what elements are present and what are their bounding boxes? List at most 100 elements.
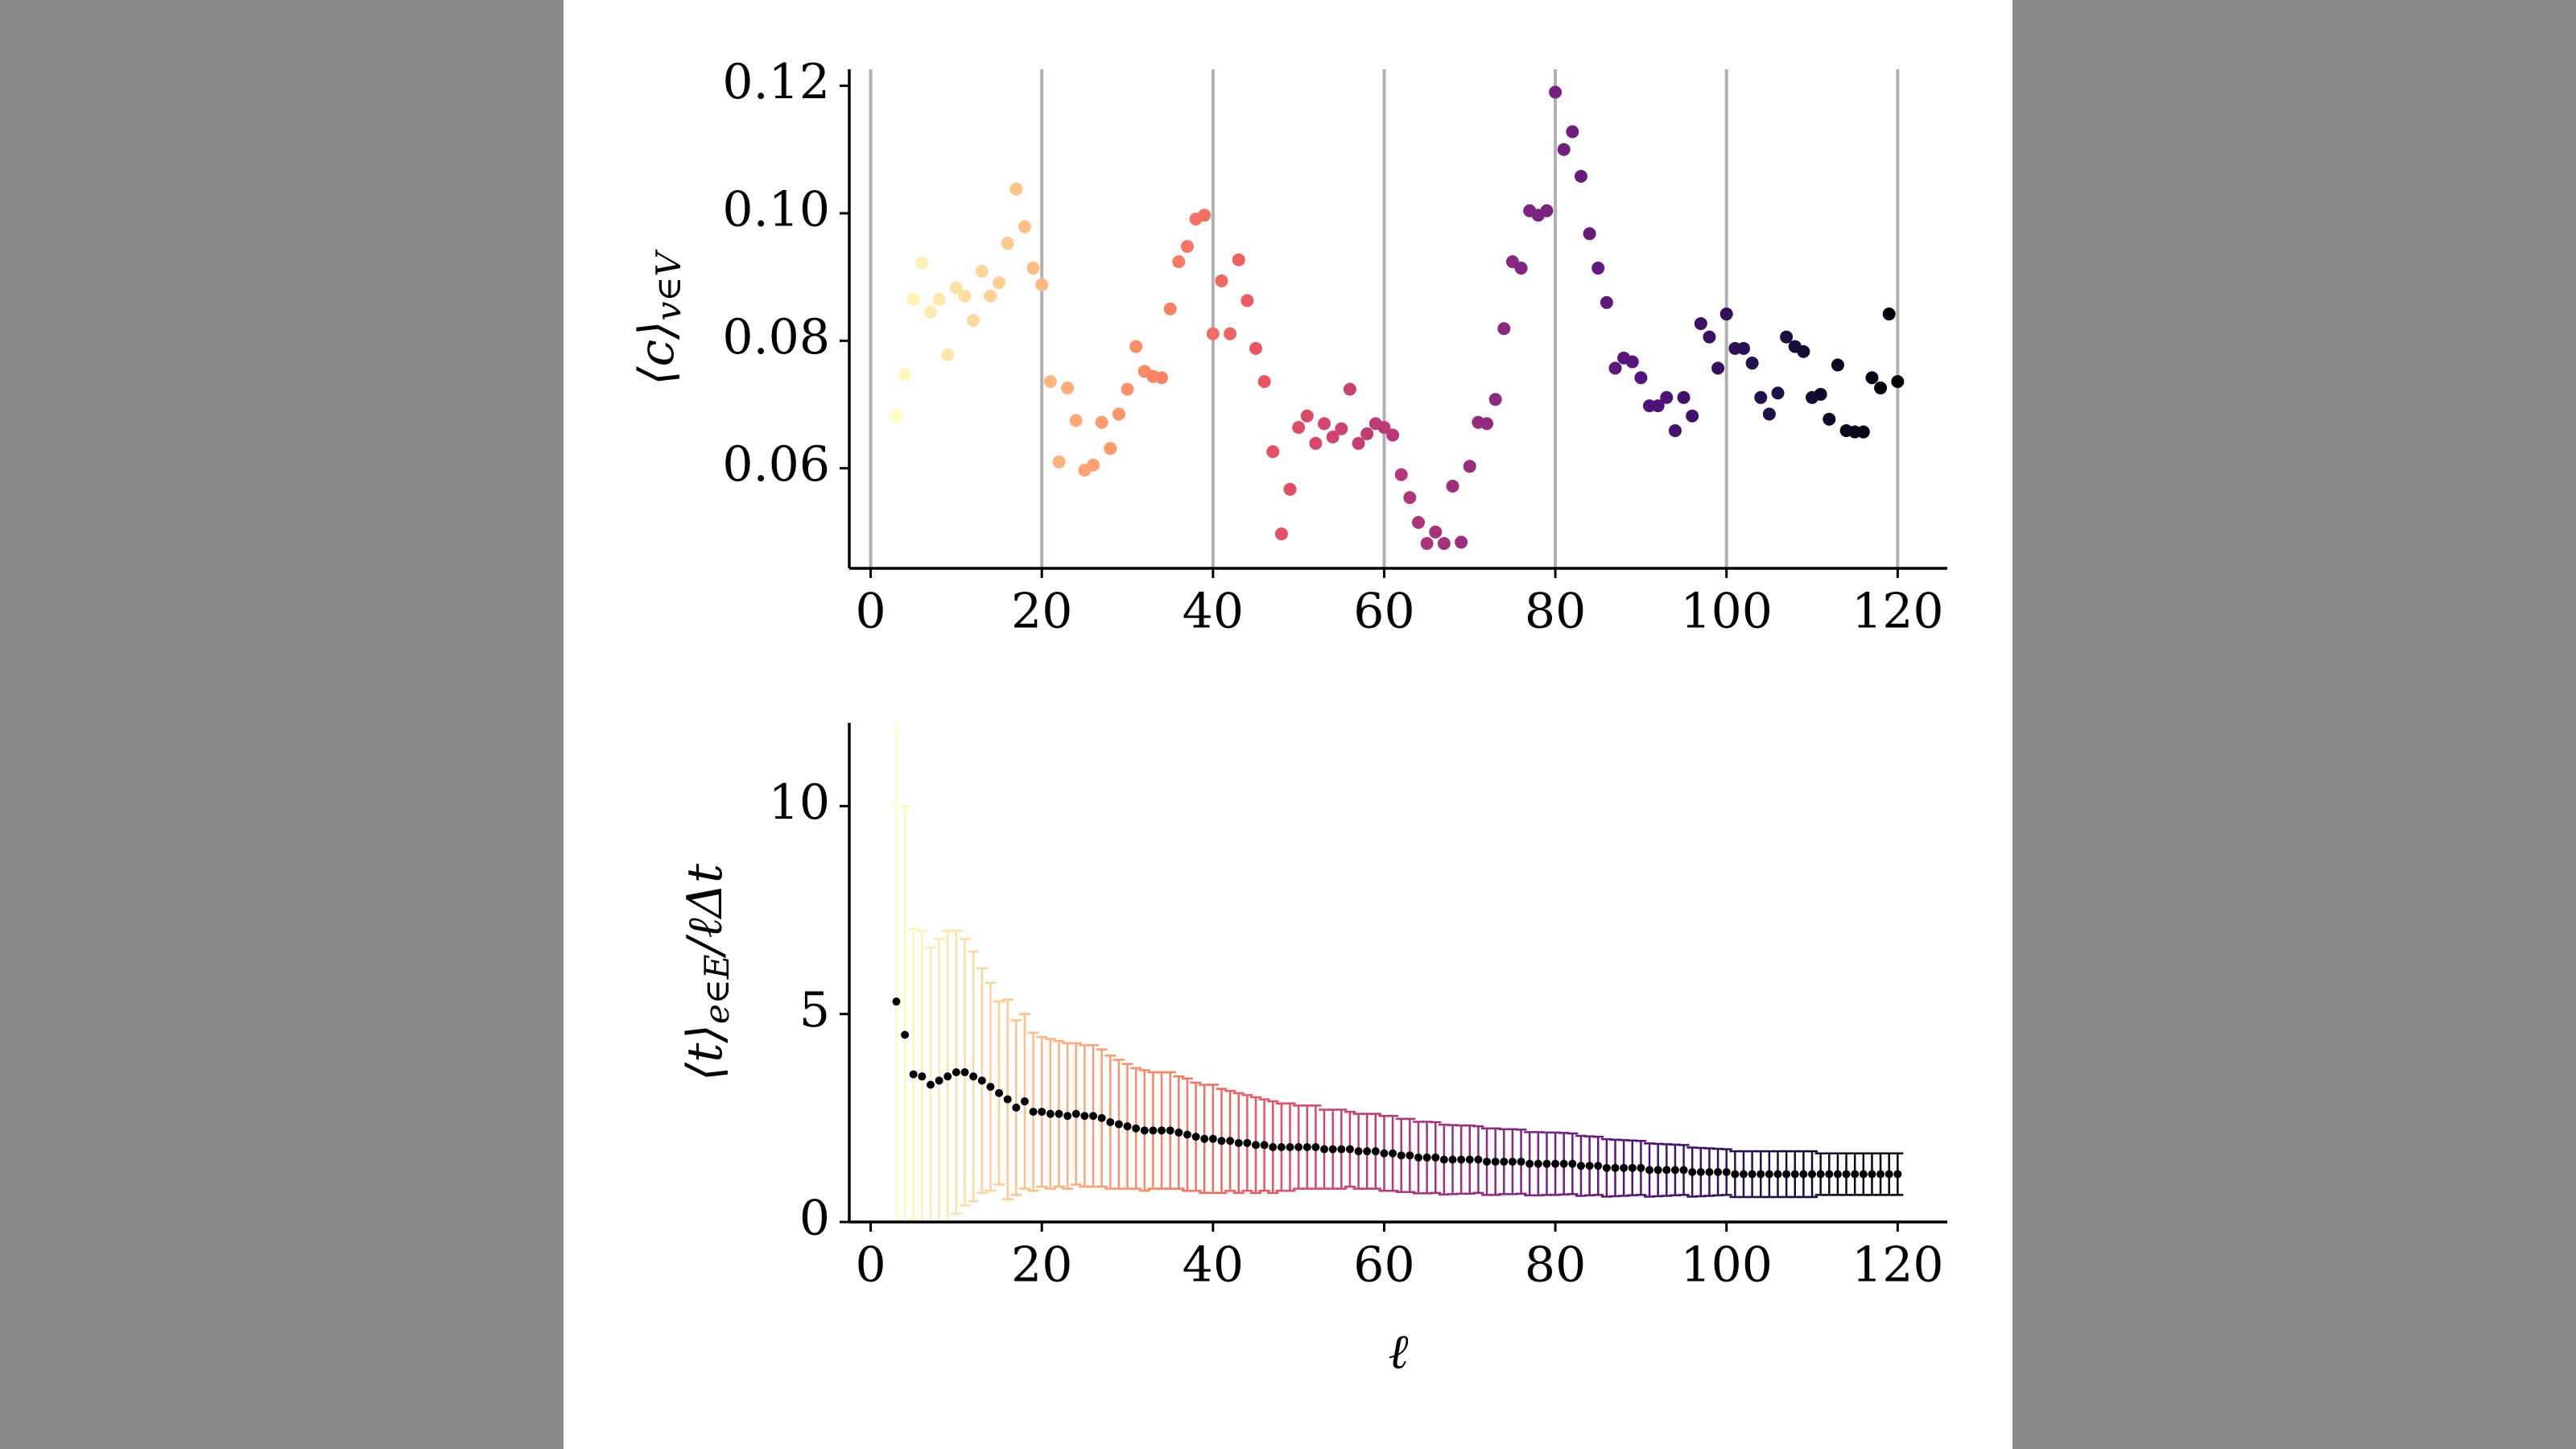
- y-axis-label: ⟨c⟩v∈V: [629, 250, 688, 386]
- data-point: [932, 292, 946, 306]
- mean-point: [1217, 1137, 1226, 1146]
- mean-point: [1782, 1170, 1791, 1179]
- data-point: [1703, 330, 1716, 344]
- data-point: [941, 348, 955, 361]
- y-tick-label: 0: [799, 1191, 830, 1247]
- data-point: [1061, 381, 1075, 394]
- mean-point: [1500, 1158, 1509, 1166]
- mean-point: [1389, 1149, 1397, 1158]
- data-point: [1129, 340, 1143, 353]
- mean-point: [1371, 1147, 1380, 1156]
- data-point: [1711, 361, 1725, 375]
- plot-area: [890, 85, 1905, 551]
- data-point: [1309, 436, 1323, 450]
- mean-point: [1200, 1134, 1209, 1143]
- y-tick-label: 0.06: [722, 436, 830, 493]
- mean-point: [892, 997, 901, 1006]
- mean-point: [1114, 1120, 1123, 1129]
- mean-point: [1294, 1143, 1303, 1151]
- mean-point: [1243, 1138, 1252, 1147]
- data-point: [1719, 308, 1733, 321]
- data-point: [1163, 302, 1177, 316]
- mean-point: [1055, 1109, 1063, 1118]
- data-point: [1736, 341, 1750, 355]
- data-point: [1180, 240, 1194, 254]
- data-point: [1318, 417, 1331, 431]
- y-axis-label: ⟨t⟩e∈E/ℓΔt: [677, 863, 737, 1081]
- mean-point: [1705, 1168, 1714, 1176]
- mean-point: [1123, 1122, 1132, 1131]
- mean-point: [1097, 1113, 1106, 1122]
- data-point: [1814, 387, 1827, 401]
- y-tick-label: 5: [799, 982, 830, 1038]
- mean-point: [1594, 1162, 1603, 1170]
- x-tick-label: 100: [1680, 1237, 1773, 1294]
- y-label-sub: e∈E: [697, 955, 737, 1025]
- data-point: [1232, 253, 1245, 266]
- data-point: [1121, 382, 1134, 396]
- mean-point: [1491, 1158, 1500, 1166]
- mean-point: [995, 1088, 1004, 1097]
- mean-point: [1748, 1170, 1757, 1179]
- mean-point: [1251, 1141, 1260, 1150]
- mean-point: [986, 1083, 995, 1092]
- data-point: [1608, 361, 1622, 375]
- data-point: [1549, 85, 1563, 99]
- mean-point: [1208, 1134, 1217, 1143]
- data-point: [1488, 393, 1502, 407]
- data-point: [1224, 327, 1237, 341]
- x-tick-label: 80: [1525, 1237, 1586, 1294]
- x-tick-label: 20: [1011, 1237, 1072, 1294]
- data-point: [949, 281, 963, 295]
- mean-point: [918, 1072, 927, 1081]
- mean-point: [1517, 1158, 1525, 1166]
- data-point: [1206, 327, 1220, 341]
- mean-point: [1029, 1108, 1038, 1117]
- mean-point: [1696, 1168, 1705, 1176]
- mean-point: [1166, 1126, 1174, 1135]
- data-point: [1377, 421, 1391, 435]
- mean-point: [1448, 1155, 1457, 1164]
- mean-point: [1260, 1141, 1269, 1150]
- mean-point: [1328, 1145, 1337, 1154]
- data-point: [1086, 458, 1100, 472]
- mean-point: [1653, 1166, 1662, 1174]
- data-point: [1762, 407, 1776, 421]
- data-point: [1274, 527, 1288, 541]
- mean-point: [977, 1076, 986, 1085]
- figure-canvas: [564, 0, 2013, 1449]
- mean-point: [1534, 1159, 1542, 1168]
- mean-point: [1226, 1137, 1235, 1146]
- mean-point: [935, 1076, 943, 1085]
- mean-point: [1765, 1170, 1773, 1179]
- mean-point: [1003, 1095, 1012, 1104]
- mean-point: [1422, 1153, 1431, 1162]
- x-tick-label: 80: [1525, 584, 1586, 640]
- mean-point: [1174, 1128, 1183, 1137]
- data-point: [1257, 374, 1271, 388]
- data-point: [1420, 537, 1434, 551]
- y-label-sub: v∈V: [649, 250, 688, 321]
- x-tick-label: 0: [855, 584, 886, 640]
- data-point: [993, 276, 1006, 290]
- mean-point: [1816, 1170, 1825, 1179]
- mean-point: [1320, 1145, 1329, 1154]
- data-point: [1360, 427, 1374, 440]
- mean-point: [952, 1068, 960, 1076]
- data-point: [1095, 415, 1108, 429]
- data-point: [1446, 479, 1459, 493]
- mean-point: [1345, 1145, 1354, 1154]
- data-point: [1574, 170, 1587, 184]
- mean-point: [909, 1070, 918, 1079]
- mean-point: [1602, 1163, 1611, 1172]
- mean-point: [1790, 1170, 1799, 1179]
- data-point: [1831, 358, 1844, 372]
- mean-point: [1559, 1159, 1568, 1168]
- mean-point: [1277, 1143, 1286, 1151]
- mean-point: [1620, 1163, 1629, 1172]
- mean-point: [1020, 1097, 1029, 1106]
- mean-point: [1731, 1170, 1740, 1179]
- mean-point: [1363, 1147, 1372, 1156]
- mean-point: [960, 1068, 969, 1076]
